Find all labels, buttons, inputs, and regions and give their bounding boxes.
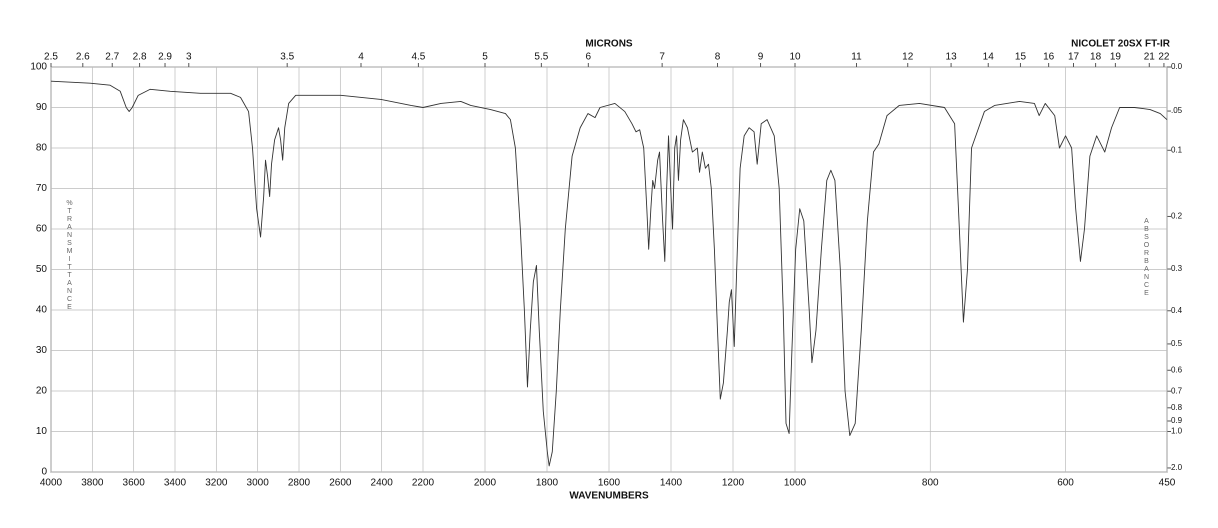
x2-tick-label: 2.7	[105, 52, 119, 63]
y2-tick-label: 0.9	[1171, 416, 1183, 425]
x2-tick-label: 2.8	[133, 52, 147, 63]
x-tick-label: 600	[1057, 478, 1074, 489]
x2-tick-label: 3.5	[280, 52, 294, 63]
y2-tick-label: 0.0	[1171, 62, 1183, 71]
x-tick-label: 800	[922, 478, 939, 489]
x-tick-label: 1400	[660, 478, 683, 489]
y2-tick-label: 1.0	[1171, 427, 1183, 436]
y2-tick-label: 0.6	[1171, 365, 1183, 374]
x2-tick-label: 16	[1043, 52, 1055, 63]
x2-tick-label: 22	[1158, 52, 1170, 63]
x2-tick-label: 12	[902, 52, 914, 63]
y-tick-label: 0	[41, 467, 47, 478]
x2-axis-label: MICRONS	[585, 39, 633, 50]
y2-tick-label: 0.3	[1171, 264, 1183, 273]
y-tick-label: 30	[36, 345, 48, 356]
x2-tick-label: 5	[482, 52, 488, 63]
x-tick-label: 3600	[123, 478, 146, 489]
y-tick-label: 80	[36, 143, 48, 154]
y2-tick-label: 0.8	[1171, 403, 1183, 412]
x2-tick-label: 10	[789, 52, 801, 63]
x2-tick-label: 3	[186, 52, 192, 63]
x2-tick-label: 4.5	[411, 52, 425, 63]
x-tick-label: 2800	[288, 478, 311, 489]
x-tick-label: 1600	[598, 478, 621, 489]
y-tick-label: 40	[36, 305, 48, 316]
y2-tick-label: 0.5	[1171, 339, 1183, 348]
x-tick-label: 3400	[164, 478, 187, 489]
chart-title: NICOLET 20SX FT-IR	[1071, 39, 1171, 50]
x2-tick-label: 6	[586, 52, 592, 63]
y-tick-label: 20	[36, 386, 48, 397]
x-tick-label: 2000	[474, 478, 497, 489]
y-tick-label: 50	[36, 264, 48, 275]
x2-tick-label: 7	[659, 52, 665, 63]
x2-tick-label: 2.5	[44, 52, 58, 63]
y-axis-label: %TRANSMITTANCE	[66, 200, 73, 312]
x-tick-label: 2600	[329, 478, 352, 489]
x2-tick-label: 2.6	[76, 52, 90, 63]
y-tick-label: 90	[36, 102, 48, 113]
y-tick-label: 10	[36, 426, 48, 437]
x-tick-label: 450	[1159, 478, 1176, 489]
y2-tick-label: 0.4	[1171, 306, 1183, 315]
x2-tick-label: 17	[1068, 52, 1080, 63]
x-axis-label: WAVENUMBERS	[569, 491, 649, 502]
x-tick-label: 3000	[247, 478, 270, 489]
y2-tick-label: 2.0	[1171, 463, 1183, 472]
x-tick-label: 3200	[205, 478, 228, 489]
x-tick-label: 2400	[371, 478, 394, 489]
y-tick-label: 60	[36, 224, 48, 235]
x-tick-label: 2200	[412, 478, 435, 489]
x2-tick-label: 9	[758, 52, 764, 63]
spectrum-line	[50, 80, 1168, 467]
y-tick-label: 70	[36, 183, 48, 194]
x2-tick-label: 18	[1090, 52, 1102, 63]
y2-axis-label: ABSORBANCE	[1143, 218, 1150, 298]
x2-tick-label: 8	[715, 52, 721, 63]
y2-tick-label: 0.1	[1171, 145, 1183, 154]
x2-tick-label: 2.9	[158, 52, 172, 63]
x-tick-label: 1000	[784, 478, 807, 489]
x-tick-label: 3800	[81, 478, 104, 489]
y2-tick-label: 0.2	[1171, 212, 1183, 221]
x2-tick-label: 19	[1110, 52, 1122, 63]
x2-tick-label: 11	[851, 52, 862, 63]
y2-tick-label: .05	[1171, 106, 1183, 115]
y2-tick-label: 0.7	[1171, 386, 1183, 395]
x-tick-label: 1200	[722, 478, 745, 489]
x2-tick-label: 14	[983, 52, 995, 63]
x2-tick-label: 13	[946, 52, 958, 63]
x-tick-label: 4000	[40, 478, 63, 489]
x-tick-label: 1800	[536, 478, 559, 489]
y-tick-label: 100	[30, 62, 47, 73]
x2-tick-label: 5.5	[534, 52, 548, 63]
x2-tick-label: 4	[358, 52, 364, 63]
x2-tick-label: 15	[1015, 52, 1027, 63]
x2-tick-label: 21	[1144, 52, 1156, 63]
